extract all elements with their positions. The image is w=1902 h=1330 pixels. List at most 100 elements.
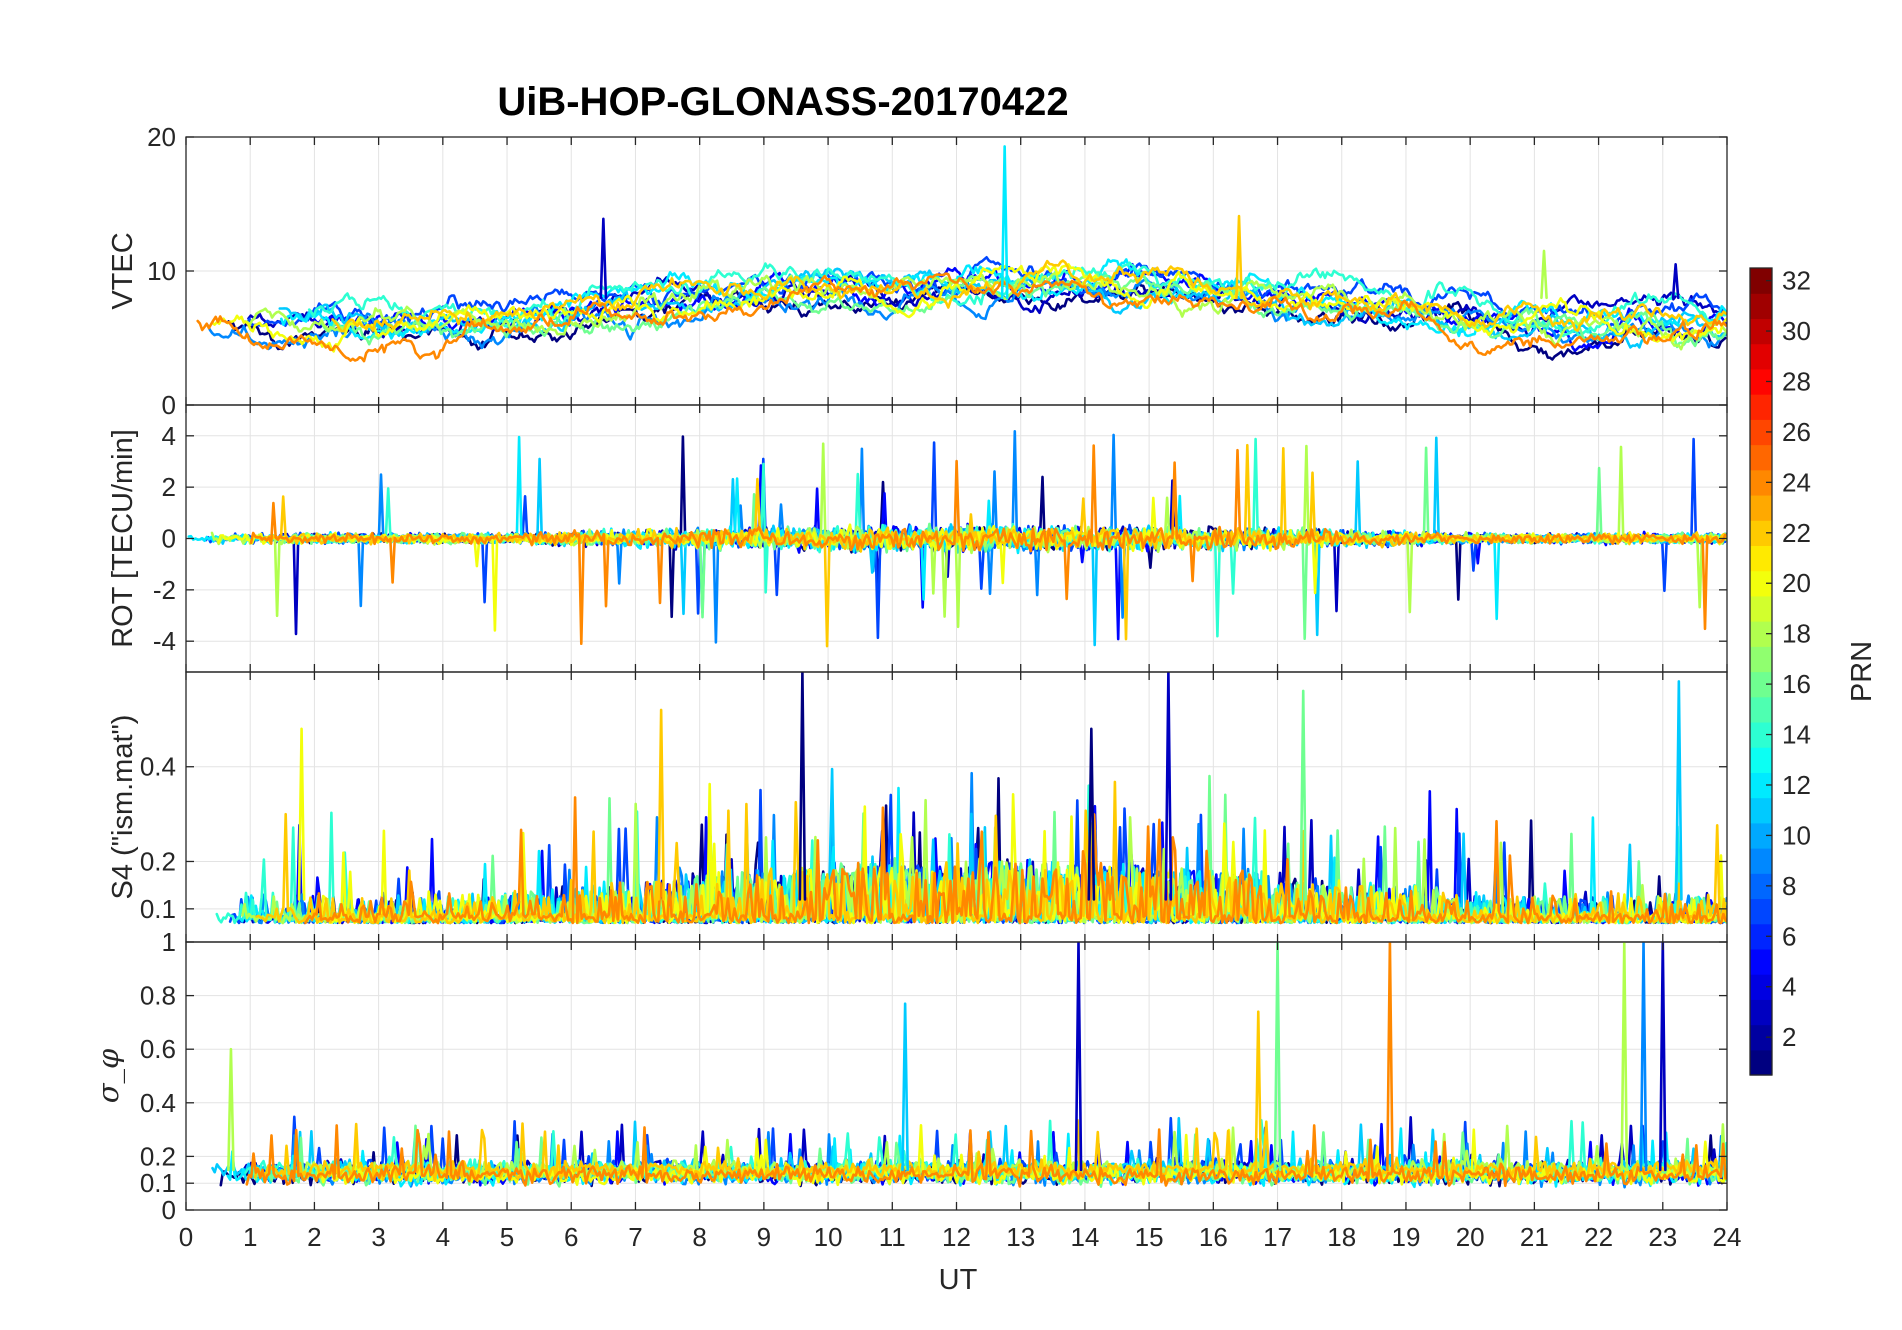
colorbar-cell	[1750, 394, 1772, 420]
y-tick-label: 20	[147, 122, 176, 152]
x-tick-label: 23	[1648, 1222, 1677, 1252]
colorbar-cell	[1750, 974, 1772, 1000]
colorbar-cell	[1750, 621, 1772, 647]
colorbar-cell	[1750, 747, 1772, 773]
panel-s4: 0.1 0.2 0.4S4 ("ism.mat")	[107, 671, 1728, 943]
colorbar-cell	[1750, 545, 1772, 572]
y-tick-label: 0.4	[140, 1088, 176, 1118]
x-tick-label: 18	[1327, 1222, 1356, 1252]
colorbar-cell	[1750, 318, 1772, 345]
series-group	[215, 672, 1727, 925]
y-tick-label: 0	[162, 390, 176, 420]
series-prn-22	[331, 259, 1727, 333]
x-tick-label: 13	[1006, 1222, 1035, 1252]
colorbar-tick-label: 22	[1782, 518, 1811, 548]
colorbar-tick-label: 16	[1782, 669, 1811, 699]
spike-prn-16	[1299, 689, 1308, 901]
x-tick-label: 2	[307, 1222, 321, 1252]
series-group	[196, 145, 1727, 363]
colorbar-cell	[1750, 268, 1772, 294]
x-tick-label: 8	[692, 1222, 706, 1252]
colorbar-cell	[1750, 822, 1772, 849]
y-tick-label: 0.8	[140, 981, 176, 1011]
y-tick-label: 10	[147, 256, 176, 286]
panel-sigma: 00.10.2 0.4 0.6 0.8 1 σ_φ	[91, 927, 1728, 1225]
spike-prn-9	[1639, 942, 1648, 1172]
spike-prn-22	[1254, 1010, 1263, 1172]
colorbar-cell	[1750, 343, 1772, 370]
colorbar-cell	[1750, 696, 1772, 723]
colorbar-tick-label: 14	[1782, 720, 1811, 750]
x-tick-label: 21	[1520, 1222, 1549, 1252]
spike-prn-3	[1658, 942, 1667, 1172]
spike-prn-16	[1273, 942, 1282, 1172]
spike-prn-20	[297, 727, 306, 901]
x-tick-label: 5	[500, 1222, 514, 1252]
colorbar-cell	[1750, 1024, 1772, 1051]
colorbar-cell	[1750, 721, 1772, 748]
spike-prn-22	[1235, 214, 1243, 300]
spike-prn-18	[227, 1047, 235, 1172]
x-tick-label: 6	[564, 1222, 578, 1252]
colorbar-tick-label: 10	[1782, 820, 1811, 850]
x-tick-label: 17	[1263, 1222, 1292, 1252]
spike-prn-12	[1000, 145, 1009, 300]
y-tick-label: -2	[153, 575, 176, 605]
spike-prn-18	[1540, 249, 1548, 300]
spike-prn-3	[599, 217, 608, 300]
colorbar-tick-label: 6	[1782, 921, 1796, 951]
y-axis-label: σ_φ	[91, 1048, 126, 1103]
y-tick-label: 0.2	[140, 846, 176, 876]
x-tick-label: 1	[243, 1222, 257, 1252]
y-tick-label: 4	[162, 421, 176, 451]
colorbar-tick-label: 20	[1782, 568, 1811, 598]
spike-prn-1	[798, 672, 807, 901]
y-tick-label: 0.2	[140, 1141, 176, 1171]
series-prn-24	[249, 444, 1727, 646]
x-tick-label: 12	[942, 1222, 971, 1252]
x-tick-label: 4	[436, 1222, 450, 1252]
series-prn-24	[304, 796, 1727, 925]
series-prn-24	[245, 1124, 1727, 1188]
spike-prn-11	[1674, 680, 1683, 901]
y-axis-label: VTEC	[107, 232, 139, 309]
y-tick-label: 0	[162, 1195, 176, 1225]
colorbar-cell	[1750, 1049, 1772, 1076]
colorbar-cell	[1750, 898, 1772, 925]
x-tick-label: 19	[1391, 1222, 1420, 1252]
colorbar-cell	[1750, 520, 1772, 547]
colorbar-cell	[1750, 444, 1772, 471]
x-tick-label: 24	[1713, 1222, 1742, 1252]
x-axis-label: UT	[939, 1264, 978, 1296]
chart-title: UiB-HOP-GLONASS-20170422	[497, 80, 1068, 124]
spike-prn-22	[657, 708, 666, 901]
colorbar-tick-label: 24	[1782, 467, 1811, 497]
x-tick-label: 20	[1456, 1222, 1485, 1252]
colorbar-frame	[1749, 267, 1773, 1076]
colorbar-cell	[1750, 646, 1772, 673]
panel-rot: -4 -2 0 2 4 ROT [TECU/min]	[107, 404, 1728, 673]
colorbar-cell	[1750, 368, 1772, 395]
colorbar-cell	[1750, 873, 1772, 900]
colorbar-tick-label: 26	[1782, 417, 1811, 447]
x-tick-label: 0	[179, 1222, 193, 1252]
spike-prn-1	[1087, 727, 1096, 901]
series-prn-16	[320, 271, 1727, 349]
colorbar-cell	[1750, 999, 1772, 1026]
series-group	[211, 942, 1727, 1189]
series-prn-18	[243, 272, 1727, 351]
colorbar-cell	[1750, 772, 1772, 799]
colorbar-cell	[1750, 848, 1772, 874]
spike-prn-3	[1164, 672, 1173, 901]
colorbar-cell	[1750, 797, 1772, 824]
series-prn-7	[245, 255, 1727, 330]
y-tick-label: 0.1	[140, 894, 176, 924]
spike-prn-3	[1671, 262, 1680, 300]
colorbar-cell	[1750, 293, 1772, 320]
series-group	[187, 429, 1727, 648]
y-tick-label: 0.1	[140, 1168, 176, 1198]
x-tick-label: 9	[757, 1222, 771, 1252]
